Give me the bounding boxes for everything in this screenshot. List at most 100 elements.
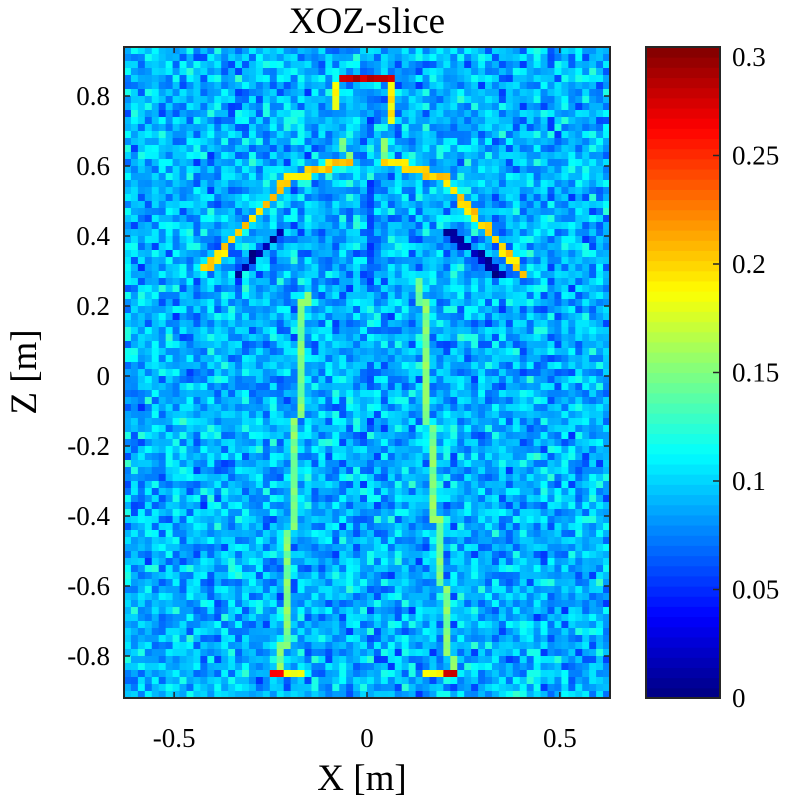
heatmap-cell [124, 68, 132, 76]
heatmap-cell [429, 131, 437, 139]
heatmap-cell [387, 187, 396, 195]
heatmap-cell [311, 166, 319, 174]
heatmap-cell [603, 516, 611, 524]
heatmap-cell [179, 327, 187, 335]
heatmap-cell [491, 530, 500, 538]
heatmap-cell [325, 516, 333, 524]
heatmap-cell [519, 68, 528, 76]
heatmap-cell [471, 68, 479, 76]
heatmap-cell [568, 488, 576, 496]
heatmap-cell [311, 425, 319, 433]
heatmap-cell [561, 509, 569, 517]
heatmap-cell [603, 299, 611, 307]
heatmap-cell [422, 418, 430, 426]
heatmap-cell [380, 404, 389, 412]
heatmap-cell [172, 446, 181, 454]
heatmap-cell [151, 138, 160, 146]
heatmap-cell [575, 236, 583, 244]
heatmap-cell [255, 355, 264, 363]
heatmap-cell [422, 47, 430, 55]
heatmap-cell [561, 54, 569, 62]
heatmap-cell [242, 530, 250, 538]
heatmap-cell [464, 292, 472, 300]
heatmap-cell [179, 264, 187, 272]
heatmap-cell [130, 355, 139, 363]
heatmap-cell [158, 271, 167, 279]
heatmap-cell [485, 355, 493, 363]
heatmap-cell [276, 432, 285, 440]
heatmap-cell [242, 425, 250, 433]
heatmap-cell [124, 376, 132, 384]
heatmap-cell [512, 145, 521, 153]
heatmap-cell [200, 243, 208, 251]
heatmap-cell [151, 166, 160, 174]
heatmap-cell [207, 54, 215, 62]
heatmap-cell [408, 236, 417, 244]
heatmap-cell [387, 376, 396, 384]
heatmap-cell [401, 362, 410, 370]
heatmap-cell [318, 278, 326, 286]
heatmap-cell [443, 75, 451, 83]
heatmap-cell [380, 425, 389, 433]
heatmap-cell [290, 194, 299, 202]
heatmap-cell [346, 362, 354, 370]
heatmap-cell [248, 138, 257, 146]
heatmap-cell [242, 264, 250, 272]
heatmap-cell [124, 516, 132, 524]
heatmap-cell [332, 327, 340, 335]
heatmap-cell [221, 523, 229, 531]
heatmap-cell [262, 89, 271, 97]
heatmap-cell [242, 481, 250, 489]
heatmap-cell [367, 54, 375, 62]
heatmap-cell [186, 369, 194, 377]
heatmap-cell [325, 110, 333, 118]
heatmap-cell [235, 257, 243, 265]
heatmap-cell [242, 334, 250, 342]
heatmap-cell [318, 180, 326, 188]
heatmap-cell [130, 194, 139, 202]
heatmap-cell [443, 313, 451, 321]
heatmap-cell [186, 320, 194, 328]
heatmap-cell [255, 187, 264, 195]
heatmap-cell [429, 194, 437, 202]
heatmap-cell [214, 96, 222, 104]
heatmap-cell [512, 467, 521, 475]
heatmap-cell [255, 516, 264, 524]
heatmap-cell [165, 187, 174, 195]
heatmap-cell [193, 180, 201, 188]
heatmap-cell [387, 404, 396, 412]
heatmap-cell [158, 467, 167, 475]
heatmap-cell [255, 264, 264, 272]
heatmap-cell [540, 145, 549, 153]
heatmap-cell [596, 495, 604, 503]
heatmap-cell [353, 516, 361, 524]
heatmap-cell [568, 96, 576, 104]
heatmap-cell [589, 201, 597, 209]
heatmap-cell [526, 110, 535, 118]
heatmap-cell [339, 138, 347, 146]
heatmap-cell [151, 460, 160, 468]
heatmap-cell [221, 257, 229, 265]
heatmap-cell [297, 530, 306, 538]
heatmap-cell [214, 131, 222, 139]
heatmap-cell [429, 278, 437, 286]
heatmap-cell [568, 341, 576, 349]
heatmap-cell [367, 397, 375, 405]
heatmap-cell [332, 481, 340, 489]
heatmap-cell [415, 61, 424, 69]
heatmap-cell [276, 537, 285, 545]
heatmap-cell [304, 320, 312, 328]
heatmap-cell [485, 173, 493, 181]
heatmap-cell [124, 334, 132, 342]
heatmap-cell [415, 411, 424, 419]
heatmap-cell [332, 243, 340, 251]
heatmap-cell [512, 404, 521, 412]
heatmap-cell [380, 348, 389, 356]
heatmap-cell [450, 446, 458, 454]
heatmap-cell [276, 369, 285, 377]
heatmap-cell [318, 425, 326, 433]
heatmap-cell [262, 180, 271, 188]
heatmap-cell [325, 187, 333, 195]
heatmap-cell [394, 481, 403, 489]
heatmap-cell [262, 348, 271, 356]
